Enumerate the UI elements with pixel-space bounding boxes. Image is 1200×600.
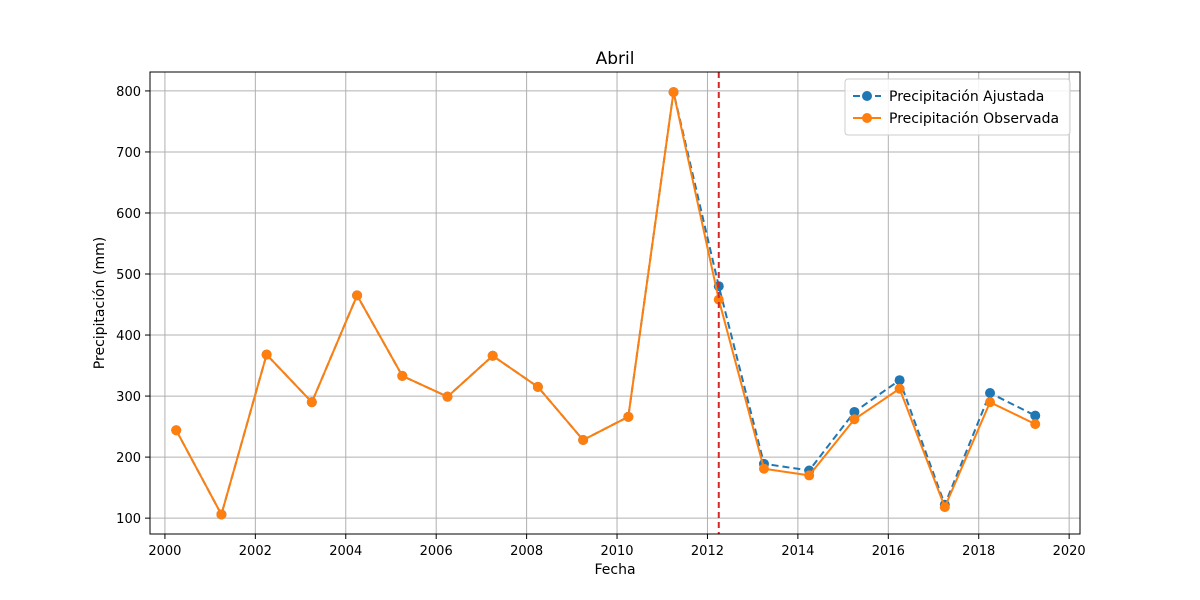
data-point: [668, 87, 679, 98]
x-tick-label: 2008: [510, 544, 543, 559]
legend-label-1: Precipitación Ajustada: [889, 89, 1044, 105]
x-tick-label: 2014: [781, 544, 814, 559]
data-point: [306, 397, 317, 408]
y-tick-label: 100: [116, 512, 141, 527]
x-tick-label: 2010: [600, 544, 633, 559]
y-tick-label: 600: [116, 207, 141, 222]
x-tick-label: 2006: [420, 544, 453, 559]
axis-ticks: 2000 2002 2004 2006 2008 2010 2012 2014 2016 2018…: [116, 85, 1086, 559]
data-point: [261, 349, 272, 360]
x-tick-label: 2020: [1053, 544, 1086, 559]
data-point: [578, 435, 589, 446]
data-point: [713, 294, 724, 305]
y-tick-label: 700: [116, 146, 141, 161]
legend: Precipitación Ajustada Precipitación Obse…: [844, 78, 1071, 136]
data-point: [532, 381, 543, 392]
plot-frame: [149, 71, 1081, 535]
legend-marker-1: [862, 91, 872, 101]
y-tick-label: 300: [116, 390, 141, 405]
data-point: [171, 425, 182, 436]
data-point: [985, 397, 996, 408]
legend-marker-2: [862, 113, 872, 123]
data-point: [1030, 410, 1041, 421]
x-tick-label: 2002: [239, 544, 272, 559]
x-tick-label: 2016: [872, 544, 905, 559]
series-line-1: [175, 91, 1036, 518]
y-tick-label: 500: [116, 268, 141, 283]
x-tick-label: 2000: [148, 544, 181, 559]
data-point: [442, 391, 453, 402]
x-axis-label: Fecha: [594, 562, 635, 578]
legend-label-2: Precipitación Observada: [889, 111, 1059, 127]
data-point: [849, 414, 860, 425]
legend-box: [844, 78, 1071, 136]
series-lines: [171, 87, 1041, 520]
data-point: [216, 509, 227, 520]
data-point: [804, 470, 815, 481]
x-tick-label: 2004: [329, 544, 362, 559]
data-point: [487, 350, 498, 361]
y-axis-label: Precipitación (mm): [92, 237, 108, 369]
data-point: [758, 463, 769, 474]
x-tick-label: 2012: [691, 544, 724, 559]
y-tick-label: 400: [116, 329, 141, 344]
grid: [150, 72, 1080, 534]
data-point: [849, 406, 860, 417]
y-tick-label: 800: [116, 85, 141, 100]
chart-title: Abril: [596, 49, 635, 69]
data-point: [985, 388, 996, 399]
y-tick-label: 200: [116, 451, 141, 466]
x-tick-label: 2018: [962, 544, 995, 559]
series-line-2: [175, 91, 1036, 518]
data-point: [894, 375, 905, 386]
data-point: [352, 290, 363, 301]
data-point: [939, 502, 950, 513]
data-point: [894, 383, 905, 394]
data-point: [1030, 419, 1041, 430]
data-point: [397, 370, 408, 381]
data-point: [623, 411, 634, 422]
